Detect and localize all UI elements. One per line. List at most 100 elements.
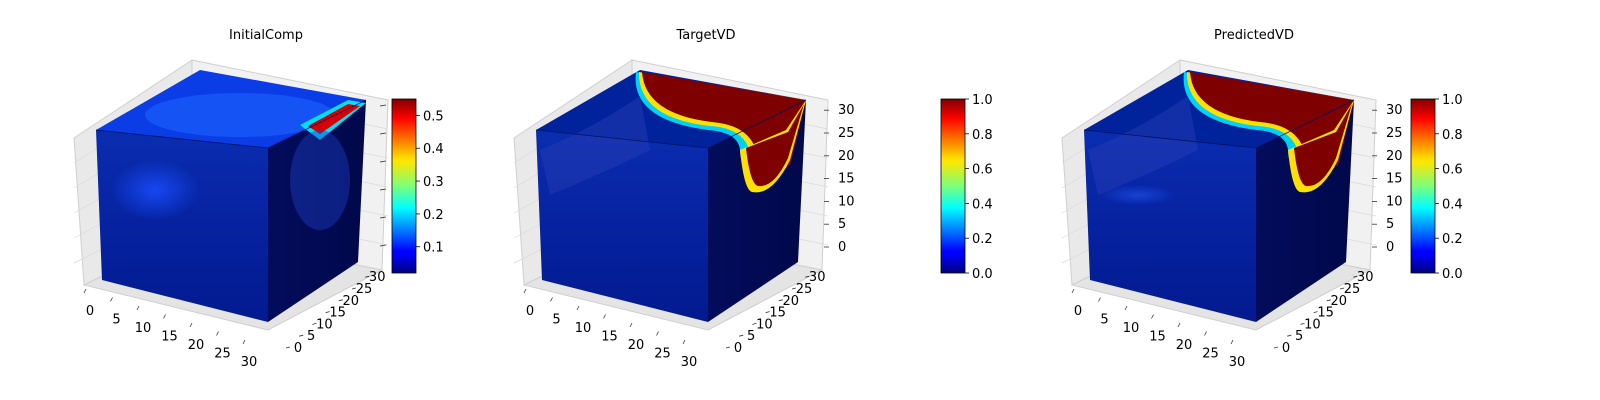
ghost-streak bbox=[540, 96, 650, 195]
z-tick-mark bbox=[379, 104, 387, 107]
z-tick-label: 5 bbox=[1386, 217, 1394, 232]
colorbar bbox=[940, 98, 966, 274]
x-tick-mark bbox=[603, 314, 606, 319]
x-tick-mark bbox=[1071, 288, 1075, 294]
x-tick-label: 25 bbox=[654, 347, 671, 362]
x-tick-mark bbox=[189, 322, 193, 328]
colorbar-tick-label: 0.2 bbox=[1442, 232, 1463, 247]
colorbar-tick-label: 0.1 bbox=[423, 241, 444, 256]
top-highlight bbox=[145, 93, 335, 137]
y-tick-mark bbox=[752, 323, 757, 325]
y-tick-label: 0 bbox=[294, 341, 302, 356]
y-tick-mark bbox=[338, 299, 343, 302]
colorbar-tick-label: 0.3 bbox=[423, 175, 444, 190]
panel-title: TargetVD bbox=[675, 28, 735, 43]
x-tick-label: 20 bbox=[628, 338, 645, 353]
colorbar-tick-label: 0.0 bbox=[972, 267, 993, 282]
y-tick-mark bbox=[1313, 311, 1318, 313]
x-tick-label: 20 bbox=[1176, 338, 1193, 353]
x-tick-label: 10 bbox=[575, 321, 592, 336]
front-blob bbox=[110, 160, 200, 220]
y-tick-label: 20 bbox=[783, 294, 800, 309]
x-tick-mark bbox=[136, 305, 140, 311]
y-tick-label: 15 bbox=[329, 306, 346, 321]
colorbar-tick-label: 0.8 bbox=[1442, 128, 1463, 143]
x-tick-label: 20 bbox=[188, 338, 205, 353]
colorbar bbox=[1410, 98, 1436, 274]
x-tick-label: 25 bbox=[214, 347, 231, 362]
z-tick-label: 25 bbox=[838, 126, 855, 141]
x-tick-label: 15 bbox=[1149, 330, 1166, 345]
z-tick-label: 15 bbox=[1386, 172, 1403, 187]
y-tick-label: 30 bbox=[369, 270, 386, 285]
y-tick-label: 20 bbox=[343, 294, 360, 309]
y-tick-label: 5 bbox=[1295, 329, 1303, 344]
x-tick-label: 0 bbox=[86, 304, 94, 319]
y-tick-mark bbox=[1287, 334, 1292, 337]
x-tick-label: 15 bbox=[161, 330, 178, 345]
y-tick-label: 25 bbox=[1344, 282, 1361, 297]
y-tick-mark bbox=[725, 346, 731, 349]
ghost-streak bbox=[1088, 96, 1198, 195]
y-tick-mark bbox=[1300, 323, 1305, 325]
side-red-lobe bbox=[746, 104, 804, 187]
cube-side-face bbox=[268, 100, 366, 322]
colorbar-tick-label: 1.0 bbox=[1442, 93, 1463, 108]
x-tick-label: 30 bbox=[1229, 355, 1246, 370]
colorbar bbox=[391, 98, 417, 274]
y-tick-label: 25 bbox=[356, 282, 373, 297]
colorbar-tick-label: 0.5 bbox=[423, 109, 444, 124]
x-tick-label: 5 bbox=[112, 313, 120, 328]
x-tick-mark bbox=[550, 297, 553, 302]
x-tick-label: 0 bbox=[526, 304, 534, 319]
y-tick-label: 0 bbox=[1282, 341, 1290, 356]
cube-edge bbox=[95, 99, 367, 149]
x-tick-label: 10 bbox=[1123, 321, 1140, 336]
z-tick-label: 30 bbox=[838, 103, 855, 118]
y-tick-mark bbox=[351, 287, 357, 290]
front-blob bbox=[1100, 185, 1176, 205]
hot-band bbox=[308, 104, 360, 134]
panel-title: InitialComp bbox=[229, 28, 303, 43]
y-tick-mark bbox=[765, 311, 770, 313]
y-tick-label: 5 bbox=[307, 329, 315, 344]
y-tick-mark bbox=[791, 287, 797, 290]
x-tick-label: 10 bbox=[135, 321, 152, 336]
colorbar-tick-label: 0.6 bbox=[972, 163, 993, 178]
z-tick-mark bbox=[379, 160, 387, 163]
x-tick-label: 5 bbox=[552, 313, 560, 328]
side-red-lobe bbox=[1294, 104, 1352, 187]
x-tick-mark bbox=[682, 339, 686, 345]
x-tick-mark bbox=[656, 331, 659, 336]
x-tick-mark bbox=[1098, 297, 1101, 302]
panel-0: InitialComp0510152025300510152025300.10.… bbox=[73, 28, 444, 370]
y-tick-mark bbox=[299, 334, 304, 337]
x-tick-mark bbox=[1204, 331, 1207, 336]
colorbar-tick-label: 0.4 bbox=[972, 197, 993, 212]
z-tick-label: 15 bbox=[838, 172, 855, 187]
y-tick-label: 25 bbox=[796, 282, 813, 297]
panel-title: PredictedVD bbox=[1214, 28, 1294, 43]
y-tick-mark bbox=[312, 323, 317, 325]
cube-edge bbox=[535, 99, 807, 149]
z-tick-label: 20 bbox=[1386, 149, 1403, 164]
x-tick-label: 5 bbox=[1100, 313, 1108, 328]
z-tick-mark bbox=[379, 216, 387, 219]
colorbar-tick-label: 0.0 bbox=[1442, 267, 1463, 282]
y-tick-mark bbox=[365, 275, 370, 278]
side-blob bbox=[290, 130, 350, 230]
x-tick-label: 30 bbox=[241, 355, 258, 370]
x-tick-mark bbox=[83, 288, 87, 294]
z-tick-mark bbox=[379, 188, 387, 191]
colorbar-tick-label: 0.4 bbox=[1442, 197, 1463, 212]
y-tick-mark bbox=[1353, 275, 1358, 278]
panel-1: TargetVD05101520253005101520253005101520… bbox=[513, 28, 993, 370]
z-tick-label: 5 bbox=[838, 217, 846, 232]
z-tick-label: 10 bbox=[838, 194, 855, 209]
y-tick-label: 20 bbox=[1331, 294, 1348, 309]
x-tick-mark bbox=[216, 331, 219, 336]
colorbar-tick-label: 1.0 bbox=[972, 93, 993, 108]
z-tick-label: 25 bbox=[1386, 126, 1403, 141]
colorbar-tick-label: 0.2 bbox=[423, 208, 444, 223]
